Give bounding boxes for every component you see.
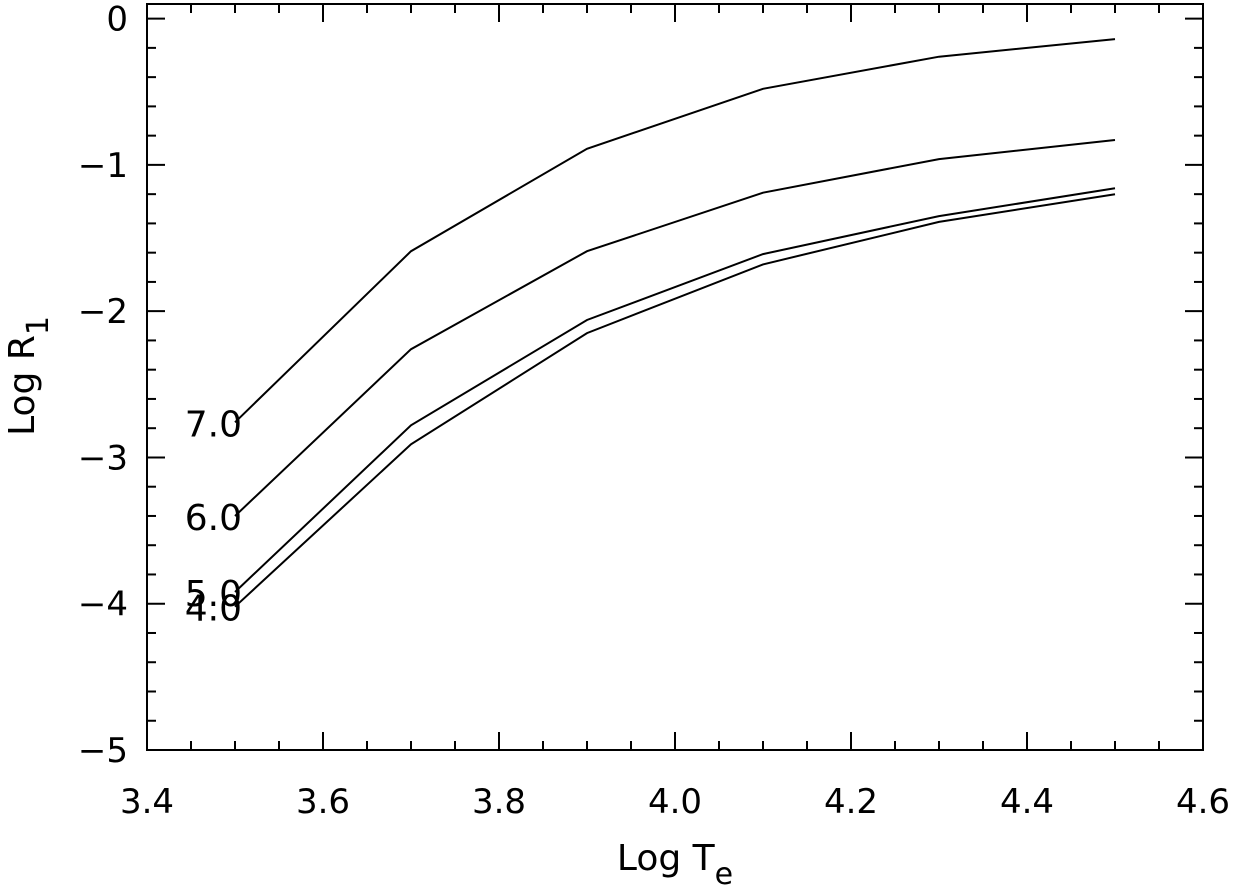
- series-line: [234, 193, 1116, 608]
- series-label: 5.0: [185, 574, 242, 615]
- axis-tick-labels: 3.4 3.6 3.8 4.0 4.2 4.4 4.6 0 −1 −2 −3 −4 −5: [78, 0, 1230, 822]
- plot-frame: [146, 3, 1204, 751]
- series-label: 4.0: [185, 589, 242, 630]
- y-axis-label-subscript: 1: [21, 316, 56, 335]
- y-tick-label: 0: [106, 0, 128, 40]
- y-tick-label: −1: [78, 146, 128, 186]
- x-axis-label-main: Log T: [617, 838, 716, 879]
- x-tick-label: 3.4: [120, 782, 174, 822]
- x-axis-label-subscript: e: [715, 857, 733, 892]
- x-tick-label: 3.8: [472, 782, 526, 822]
- series-line: [234, 38, 1116, 424]
- y-tick-label: −3: [78, 438, 128, 478]
- y-tick-label: −2: [78, 292, 128, 332]
- axis-ticks: [146, 4, 1204, 751]
- x-tick-label: 3.6: [296, 782, 350, 822]
- series-label: 6.0: [185, 498, 242, 539]
- x-tick-label: 4.6: [1176, 782, 1230, 822]
- y-axis-label: Log R1: [2, 316, 56, 436]
- series-line: [234, 139, 1116, 517]
- series-lines: [234, 38, 1116, 608]
- y-tick-label: −5: [78, 731, 128, 771]
- x-tick-label: 4.0: [648, 782, 702, 822]
- y-axis-label-main: Log R: [2, 335, 43, 436]
- x-axis-label: Log Te: [617, 838, 733, 892]
- x-tick-label: 4.4: [1000, 782, 1054, 822]
- x-tick-label: 4.2: [824, 782, 878, 822]
- series-labels: 7.0 6.0 5.04.0: [185, 404, 242, 629]
- y-tick-label: −4: [78, 585, 128, 625]
- series-line: [234, 187, 1116, 593]
- series-label: 7.0: [185, 404, 242, 445]
